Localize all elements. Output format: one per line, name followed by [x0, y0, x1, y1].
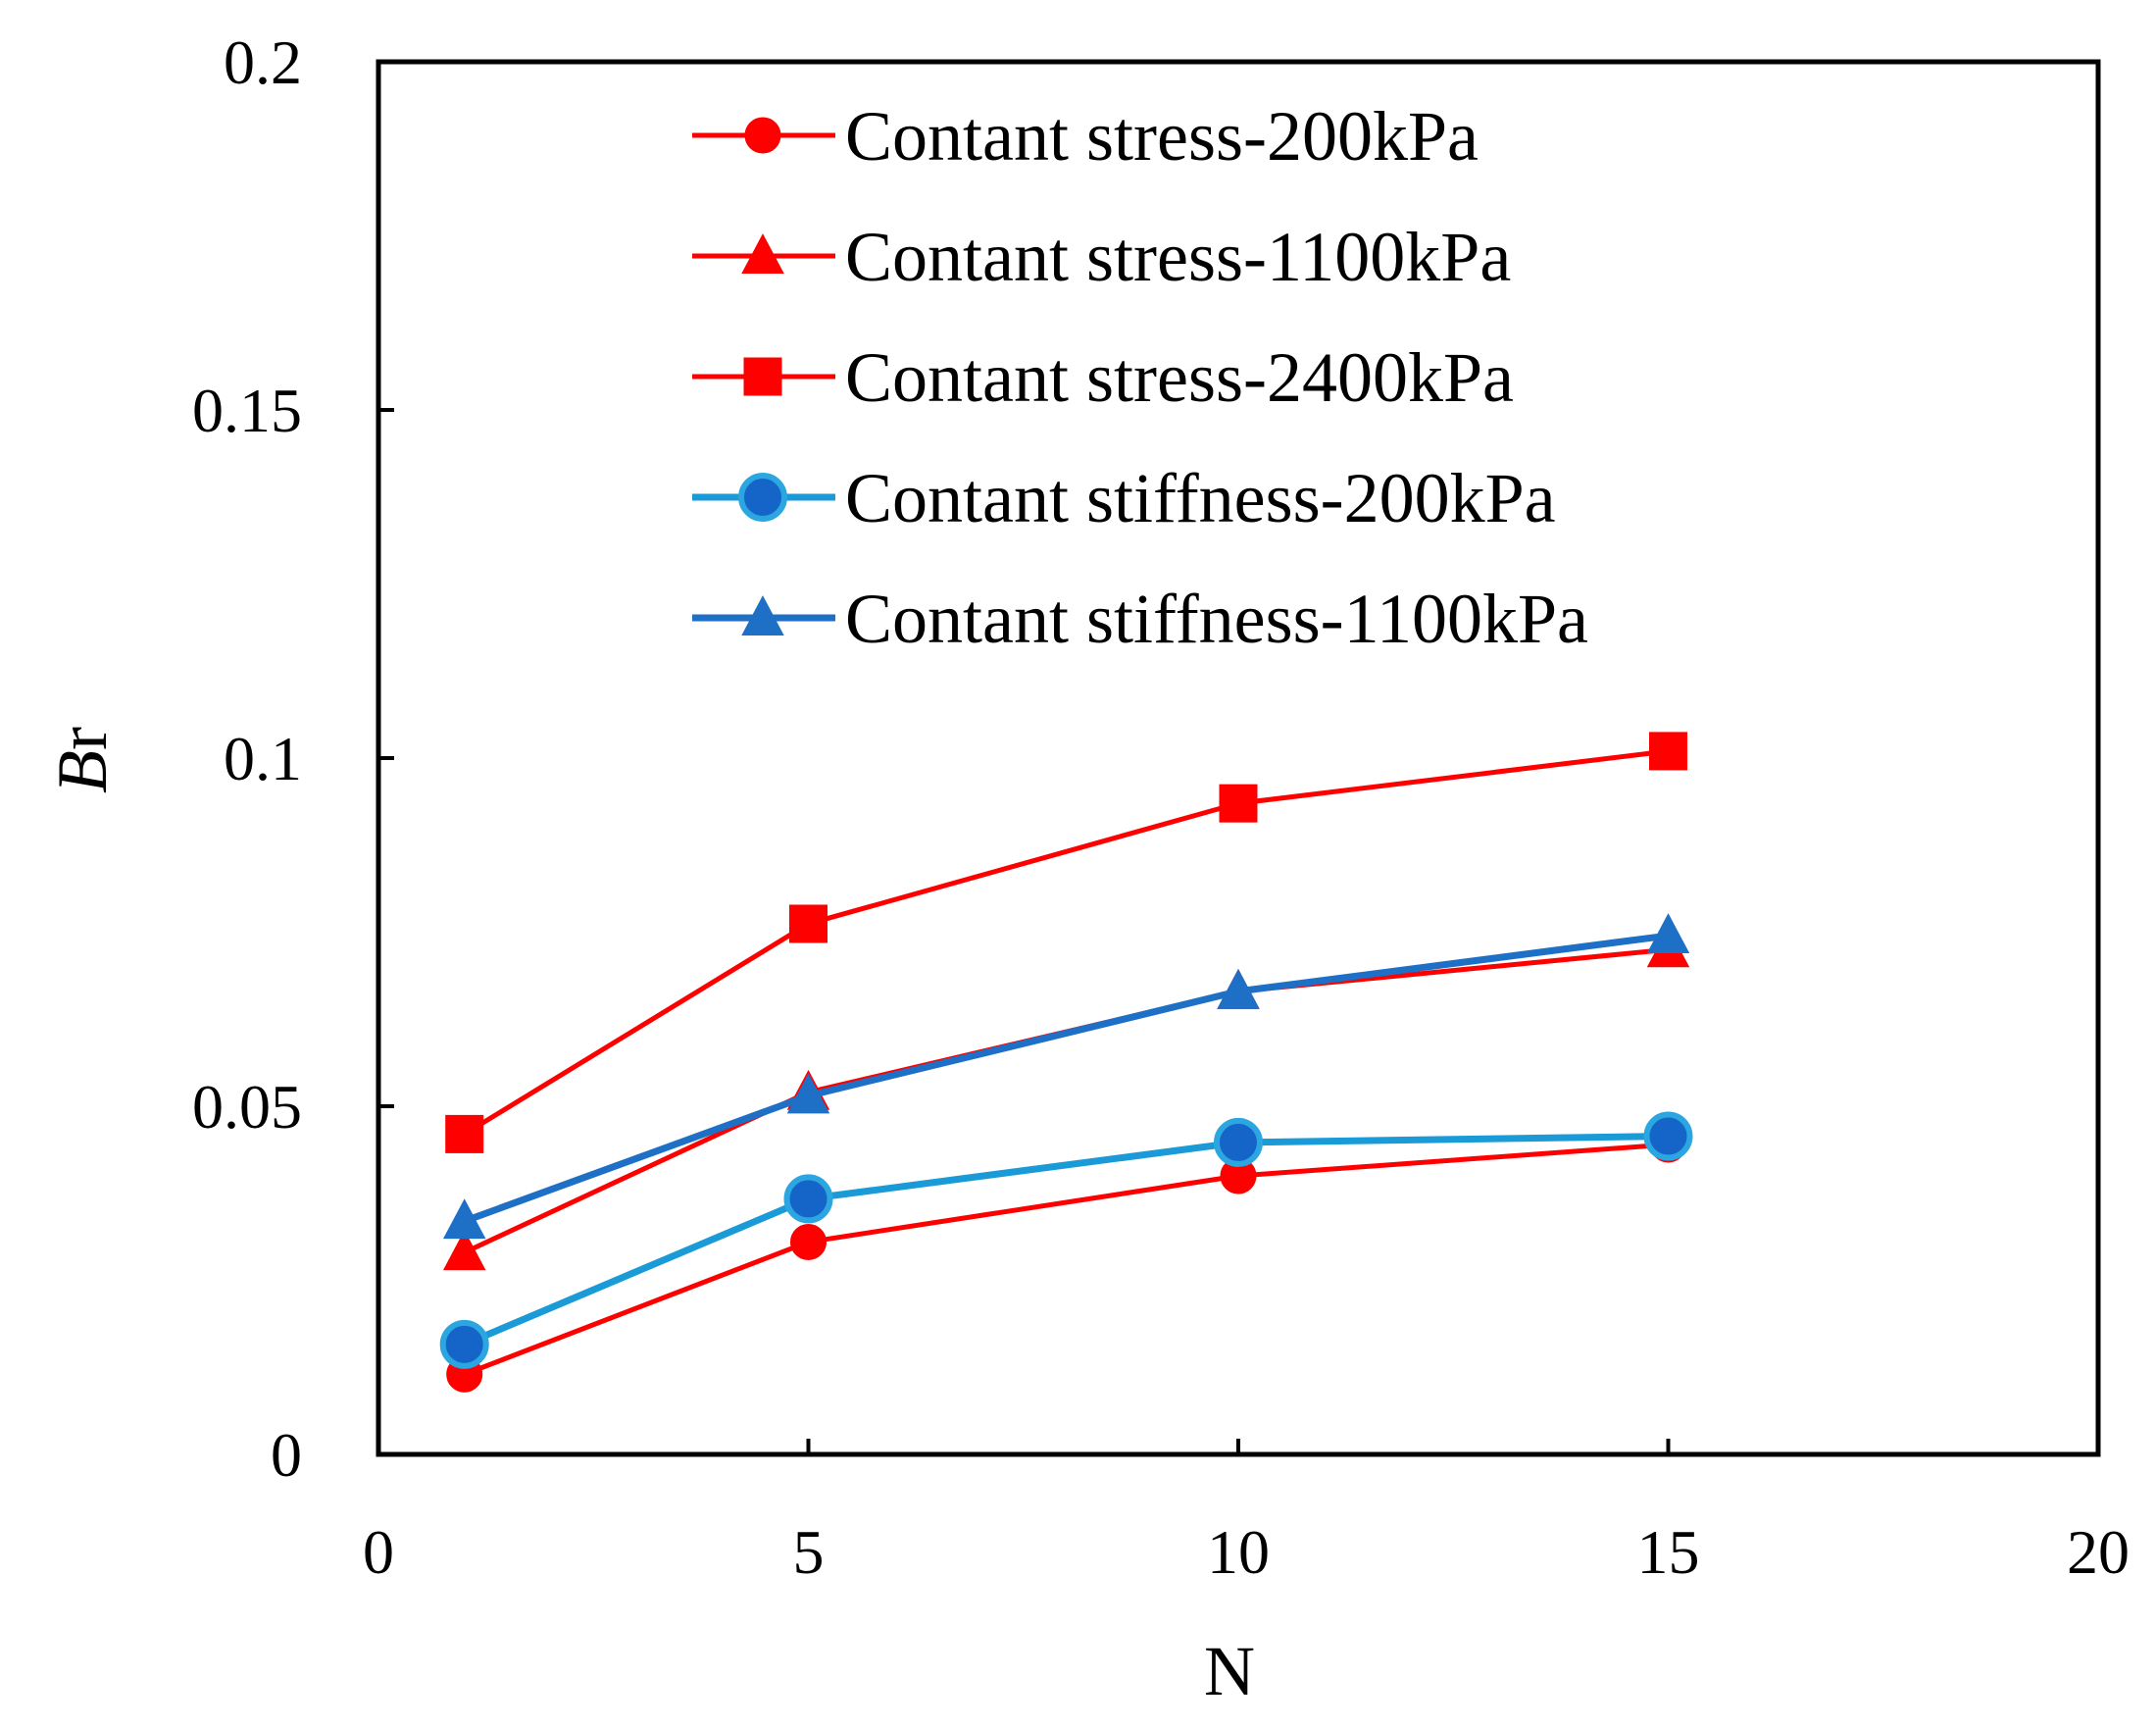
x-tick-label: 20	[2067, 1517, 2130, 1587]
y-axis-title-sub: r	[43, 727, 122, 750]
series-layer	[439, 732, 1693, 1393]
y-tick-label: 0.1	[224, 724, 302, 793]
data-point	[1219, 784, 1258, 823]
data-point	[1214, 1117, 1263, 1167]
legend-label: Contant stiffness-1100kPa	[845, 580, 1588, 658]
data-point	[1217, 968, 1260, 1009]
legend-label: Contant stress-2400kPa	[845, 338, 1514, 417]
legend-label: Contant stiffness-200kPa	[845, 459, 1556, 537]
legend-item: Contant stiffness-1100kPa	[692, 580, 1588, 658]
data-point	[783, 1174, 833, 1224]
y-axis-title-italic: B	[43, 750, 122, 793]
legend-item: Contant stiffness-200kPa	[692, 459, 1556, 537]
series-line	[463, 932, 1669, 1225]
y-tick-label: 0.15	[192, 376, 302, 445]
data-point	[789, 904, 827, 943]
legend-item: Contant stress-1100kPa	[692, 218, 1511, 296]
legend-item: Contant stress-200kPa	[692, 97, 1479, 176]
legend-marker	[741, 595, 784, 635]
legend-label: Contant stress-200kPa	[845, 97, 1479, 176]
legend-marker	[741, 233, 784, 274]
x-tick-label: 10	[1207, 1517, 1270, 1587]
series-line	[463, 1142, 1669, 1377]
data-point	[442, 1230, 486, 1271]
data-point	[1643, 1111, 1693, 1161]
legend: Contant stress-200kPa Contant stress-1100…	[692, 97, 1588, 658]
data-point	[786, 1073, 830, 1114]
data-point	[790, 1223, 827, 1260]
series-4	[442, 913, 1690, 1240]
series-line	[463, 748, 1669, 1137]
legend-label: Contant stress-1100kPa	[845, 218, 1511, 296]
y-axis-title: Br	[43, 727, 122, 793]
legend-item: Contant stress-2400kPa	[692, 338, 1514, 417]
data-point	[1646, 913, 1690, 954]
legend-marker	[743, 357, 782, 396]
plot-area	[376, 59, 2101, 1457]
x-tick-label: 0	[363, 1517, 394, 1587]
series-3	[439, 1111, 1693, 1369]
y-tick-label: 0	[271, 1420, 302, 1490]
data-point	[439, 1319, 489, 1369]
data-point	[442, 1198, 486, 1240]
x-tick-label: 5	[793, 1517, 825, 1587]
y-axis: 0 0.05 0.1 0.15 0.2	[192, 27, 394, 1490]
legend-marker	[738, 473, 787, 522]
y-tick-label: 0.2	[224, 27, 302, 97]
y-tick-label: 0.05	[192, 1072, 302, 1142]
x-axis-title: N	[1204, 1632, 1255, 1710]
series-2	[445, 732, 1687, 1153]
series-line	[463, 1133, 1669, 1348]
x-tick-label: 15	[1637, 1517, 1700, 1587]
data-point	[445, 1114, 484, 1153]
data-point	[1649, 732, 1687, 771]
x-axis: 0 5 10 15 20	[363, 1439, 2130, 1587]
legend-marker	[744, 117, 781, 154]
